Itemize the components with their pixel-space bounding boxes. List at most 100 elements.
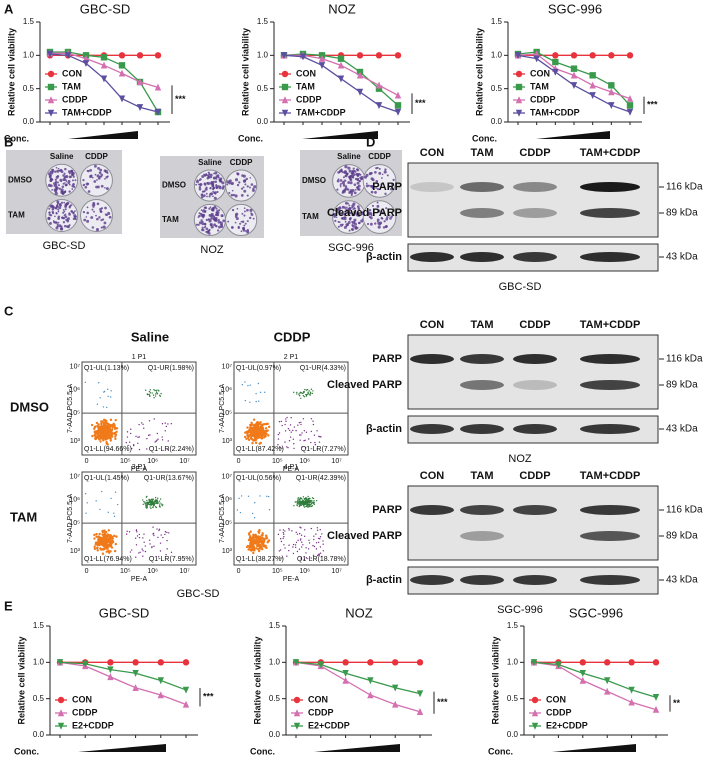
event xyxy=(159,502,161,504)
event xyxy=(295,531,297,533)
colony xyxy=(207,218,210,221)
colony xyxy=(370,190,374,194)
event xyxy=(157,556,160,558)
colony xyxy=(200,209,203,212)
event xyxy=(151,506,154,508)
chart-title: GBC-SD xyxy=(80,1,131,16)
colony xyxy=(346,222,349,225)
colony xyxy=(100,207,104,210)
event xyxy=(299,539,302,541)
event xyxy=(286,446,288,448)
event xyxy=(279,446,281,448)
event xyxy=(155,440,157,442)
colony xyxy=(48,207,51,210)
event xyxy=(138,533,141,536)
y-tick-label: 0.5 xyxy=(33,694,45,703)
lane-header: TAM xyxy=(470,319,493,331)
colony xyxy=(82,179,85,182)
panel-letter: D xyxy=(366,134,375,149)
x-axis-label: PE-A xyxy=(131,466,148,473)
colony xyxy=(198,186,202,189)
event xyxy=(282,537,284,540)
band xyxy=(580,380,640,390)
colony xyxy=(352,213,356,216)
event xyxy=(284,423,286,426)
colony xyxy=(378,171,382,175)
colony xyxy=(48,211,51,214)
event xyxy=(319,552,322,554)
marker xyxy=(628,686,635,694)
colony xyxy=(337,225,340,228)
event xyxy=(156,502,158,505)
colony xyxy=(344,165,348,169)
event xyxy=(314,443,317,446)
band xyxy=(580,575,640,585)
y-tick-label: 10⁶ xyxy=(69,497,80,504)
colony xyxy=(365,184,369,188)
colony xyxy=(89,169,93,172)
plot-title: 3 P1 xyxy=(132,464,147,471)
colony xyxy=(242,186,245,189)
colony xyxy=(86,206,89,209)
event xyxy=(260,546,263,550)
colony xyxy=(104,187,106,189)
y-tick-label: 0.5 xyxy=(257,84,269,93)
event xyxy=(252,512,254,515)
event xyxy=(289,424,292,426)
col-label: Saline xyxy=(131,329,169,344)
legend-label: TAM xyxy=(62,81,81,91)
x-tick-label: 10⁷ xyxy=(331,568,342,575)
colony xyxy=(236,207,239,210)
colony xyxy=(53,221,57,224)
event xyxy=(114,542,118,546)
event xyxy=(295,501,297,503)
marker xyxy=(515,109,523,117)
colony xyxy=(351,206,354,209)
colony xyxy=(54,183,58,186)
marker xyxy=(64,52,72,60)
colony xyxy=(347,166,351,170)
band xyxy=(513,380,557,390)
colony xyxy=(203,173,205,176)
event xyxy=(281,424,283,427)
colony xyxy=(55,212,58,214)
event xyxy=(310,557,312,559)
event xyxy=(260,437,264,440)
event xyxy=(156,499,159,501)
event xyxy=(101,530,105,534)
colony xyxy=(357,207,361,211)
event xyxy=(113,426,117,429)
row-label: β-actin xyxy=(366,574,402,586)
y-tick-label: 10⁵ xyxy=(69,520,80,527)
event xyxy=(142,499,144,501)
event xyxy=(277,444,279,446)
marker xyxy=(589,72,596,79)
colony xyxy=(354,170,357,173)
marker xyxy=(293,722,301,730)
band xyxy=(580,354,640,364)
event xyxy=(138,448,141,451)
event xyxy=(280,420,282,423)
colony xyxy=(368,215,372,219)
colony xyxy=(96,185,100,189)
colony xyxy=(343,179,347,182)
event xyxy=(296,500,299,502)
event xyxy=(312,420,314,422)
panel-letter: A xyxy=(4,1,14,16)
event xyxy=(113,534,116,538)
marker xyxy=(589,81,596,89)
colony xyxy=(56,200,60,204)
event xyxy=(312,501,315,504)
marker xyxy=(47,70,55,78)
event xyxy=(303,391,305,393)
colony xyxy=(344,185,348,188)
event xyxy=(161,439,164,441)
event xyxy=(300,546,303,548)
x-tick-label: 10⁵ xyxy=(120,568,131,575)
event xyxy=(106,406,108,409)
marker xyxy=(514,52,522,60)
event xyxy=(152,526,154,528)
size-label: 89 kDa xyxy=(666,208,698,219)
y-tick-label: 10⁶ xyxy=(221,387,232,394)
event xyxy=(248,532,251,535)
